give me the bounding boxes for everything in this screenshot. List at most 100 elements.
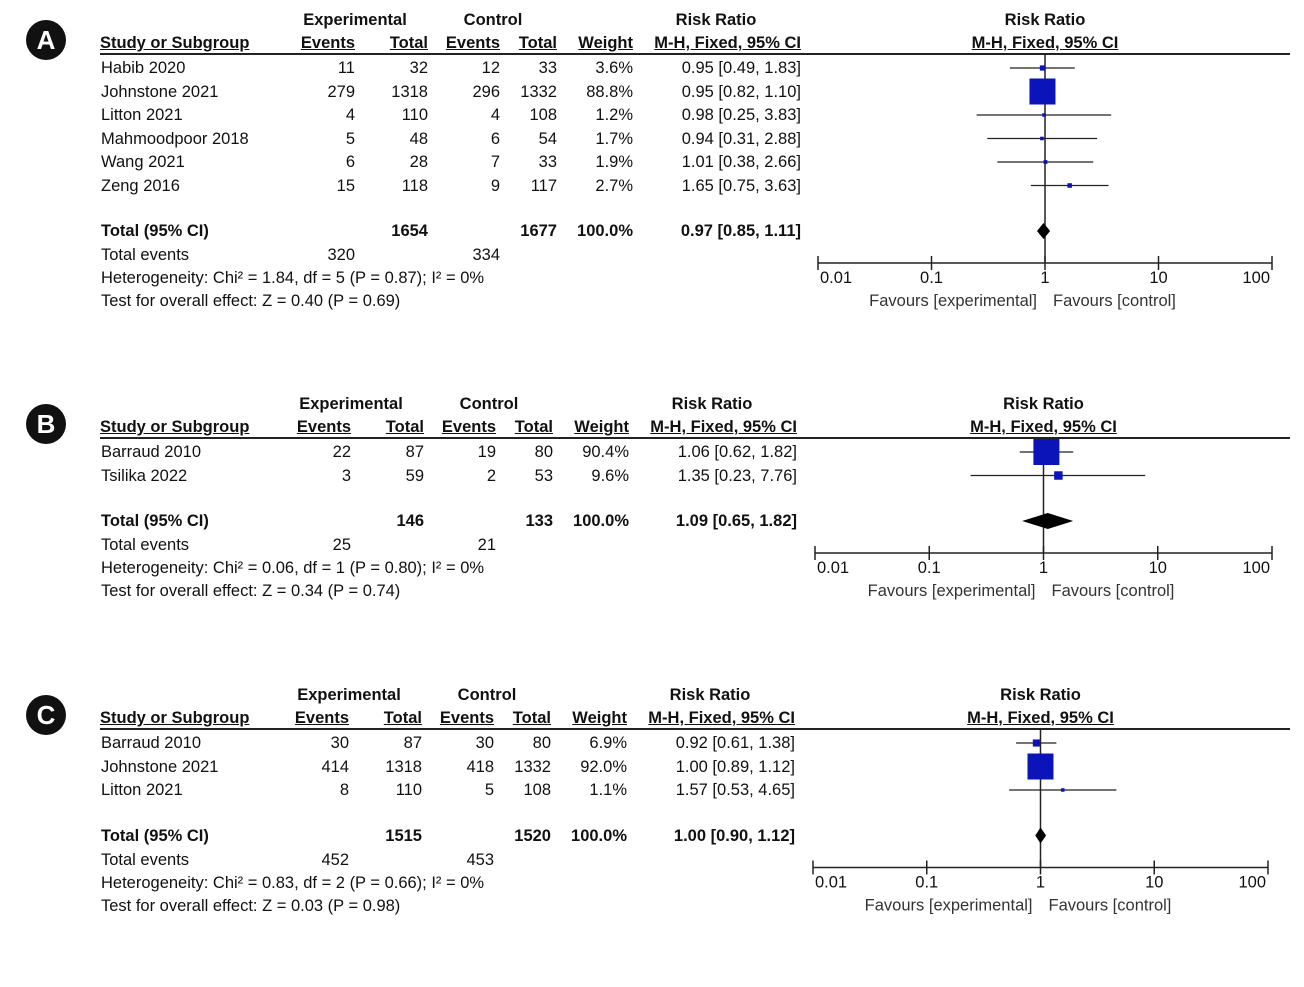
- weight-cell: 1.1%: [589, 781, 627, 799]
- study-point-box: [1061, 788, 1065, 792]
- total-events-ctl: 21: [477, 536, 496, 554]
- study-point-box: [1043, 160, 1048, 164]
- ci-cell: 0.95 [0.49, 1.83]: [681, 59, 801, 77]
- study-name: Tsilika 2022: [101, 466, 188, 485]
- weight-cell: 1.2%: [595, 106, 633, 124]
- ctl-total-cell: 1332: [520, 82, 557, 101]
- study-name: Wang 2021: [101, 153, 185, 171]
- total-ctl-total: 133: [525, 512, 553, 530]
- ctl-total-cell: 117: [530, 176, 557, 195]
- exp-total-cell: 110: [401, 106, 428, 124]
- header-ctl-events: Events: [445, 34, 500, 52]
- x-tick-label: 100: [1242, 269, 1270, 287]
- total-exp-total: 1515: [385, 826, 422, 845]
- ci-cell: 0.95 [0.82, 1.10]: [681, 82, 801, 101]
- header-study: Study or Subgroup: [100, 34, 250, 52]
- panel-label-badge: B: [26, 404, 66, 444]
- exp-total-cell: 1318: [385, 757, 422, 776]
- study-name: Johnstone 2021: [101, 82, 219, 101]
- x-tick-label: 0.1: [920, 269, 943, 287]
- exp-events-cell: 15: [336, 176, 355, 195]
- ctl-events-cell: 4: [490, 106, 500, 124]
- x-tick-label: 100: [1242, 559, 1270, 577]
- study-point-box: [1033, 439, 1060, 465]
- favours-experimental-label: Favours [experimental]: [865, 897, 1033, 915]
- pooled-diamond: [1036, 223, 1051, 239]
- ctl-events-cell: 5: [484, 781, 494, 799]
- ctl-total-cell: 33: [538, 153, 557, 171]
- header-method: M-H, Fixed, 95% CI: [650, 418, 797, 436]
- header-ctl-total: Total: [514, 418, 553, 436]
- header-exp-events: Events: [296, 418, 351, 436]
- x-tick-label: 0.01: [817, 559, 849, 577]
- header-divider: [100, 437, 1290, 439]
- ctl-events-cell: 296: [472, 82, 500, 101]
- forest-plot: 0.01 0.1 1 10 100 Favours [experimental] Favou…: [817, 54, 1273, 310]
- study-point-box: [1029, 78, 1056, 105]
- header-ctl-events: Events: [441, 418, 496, 436]
- ctl-events-cell: 2: [486, 466, 496, 485]
- forest-plot: 0.01 0.1 1 10 100 Favours [experimental] Favou…: [814, 438, 1273, 600]
- header-ctl-total: Total: [512, 709, 551, 727]
- total-ctl-total: 1520: [514, 826, 551, 845]
- ctl-events-cell: 30: [475, 734, 494, 752]
- ci-cell: 1.06 [0.62, 1.82]: [677, 443, 797, 461]
- exp-events-cell: 279: [327, 82, 355, 101]
- x-tick-label: 10: [1149, 269, 1167, 287]
- weight-cell: 1.7%: [595, 129, 633, 148]
- exp-total-cell: 87: [403, 734, 422, 752]
- header-control: Control: [457, 686, 517, 704]
- heterogeneity-text: Heterogeneity: Chi² = 1.84, df = 5 (P = …: [101, 269, 485, 287]
- plot-header-method: M-H, Fixed, 95% CI: [967, 709, 1114, 727]
- header-exp-total: Total: [385, 418, 424, 436]
- heterogeneity-text: Heterogeneity: Chi² = 0.83, df = 2 (P = …: [101, 873, 485, 892]
- exp-total-cell: 32: [409, 59, 428, 77]
- total-row-label: Total (95% CI): [101, 826, 209, 845]
- header-risk-ratio: Risk Ratio: [671, 395, 753, 413]
- total-events-ctl: 334: [472, 246, 500, 264]
- ctl-total-cell: 53: [534, 466, 553, 485]
- overall-effect-text: Test for overall effect: Z = 0.03 (P = 0…: [101, 896, 401, 915]
- header-control: Control: [459, 395, 519, 413]
- ctl-events-cell: 9: [490, 176, 500, 195]
- exp-events-cell: 22: [332, 443, 351, 461]
- plot-header-method: M-H, Fixed, 95% CI: [970, 418, 1117, 436]
- ci-cell: 1.35 [0.23, 7.76]: [677, 466, 797, 485]
- total-events-label: Total events: [101, 246, 190, 264]
- total-events-ctl: 453: [466, 850, 494, 869]
- header-exp-events: Events: [294, 709, 349, 727]
- total-ctl-total: 1677: [520, 222, 557, 240]
- study-point-box: [1040, 136, 1044, 141]
- ctl-events-cell: 12: [481, 59, 500, 77]
- header-divider: [100, 728, 1290, 730]
- header-experimental: Experimental: [303, 11, 407, 29]
- header-exp-total: Total: [389, 34, 428, 52]
- header-weight: Weight: [574, 418, 629, 436]
- exp-events-cell: 30: [330, 734, 349, 752]
- overall-effect-text: Test for overall effect: Z = 0.34 (P = 0…: [101, 582, 401, 600]
- total-events-label: Total events: [101, 536, 190, 554]
- favours-experimental-label: Favours [experimental]: [868, 582, 1036, 600]
- total-row-label: Total (95% CI): [101, 512, 209, 530]
- exp-total-cell: 1318: [391, 82, 428, 101]
- study-name: Zeng 2016: [101, 176, 180, 195]
- exp-events-cell: 4: [345, 106, 355, 124]
- header-exp-events: Events: [300, 34, 355, 52]
- exp-events-cell: 6: [345, 153, 355, 171]
- total-row-label: Total (95% CI): [101, 222, 209, 240]
- header-risk-ratio: Risk Ratio: [675, 11, 757, 29]
- pooled-diamond: [1035, 827, 1047, 844]
- x-tick-label: 10: [1145, 874, 1163, 892]
- study-name: Johnstone 2021: [101, 757, 219, 776]
- exp-total-cell: 118: [401, 176, 428, 195]
- total-events-exp: 452: [321, 850, 349, 869]
- panel-label-badge: A: [26, 20, 66, 60]
- exp-total-cell: 59: [405, 466, 424, 485]
- header-study: Study or Subgroup: [100, 418, 250, 436]
- study-point-box: [1039, 65, 1046, 71]
- x-tick-label: 100: [1238, 874, 1266, 892]
- ctl-total-cell: 108: [529, 106, 557, 124]
- exp-total-cell: 28: [409, 153, 428, 171]
- total-events-exp: 320: [327, 246, 355, 264]
- study-point-box: [1027, 753, 1054, 780]
